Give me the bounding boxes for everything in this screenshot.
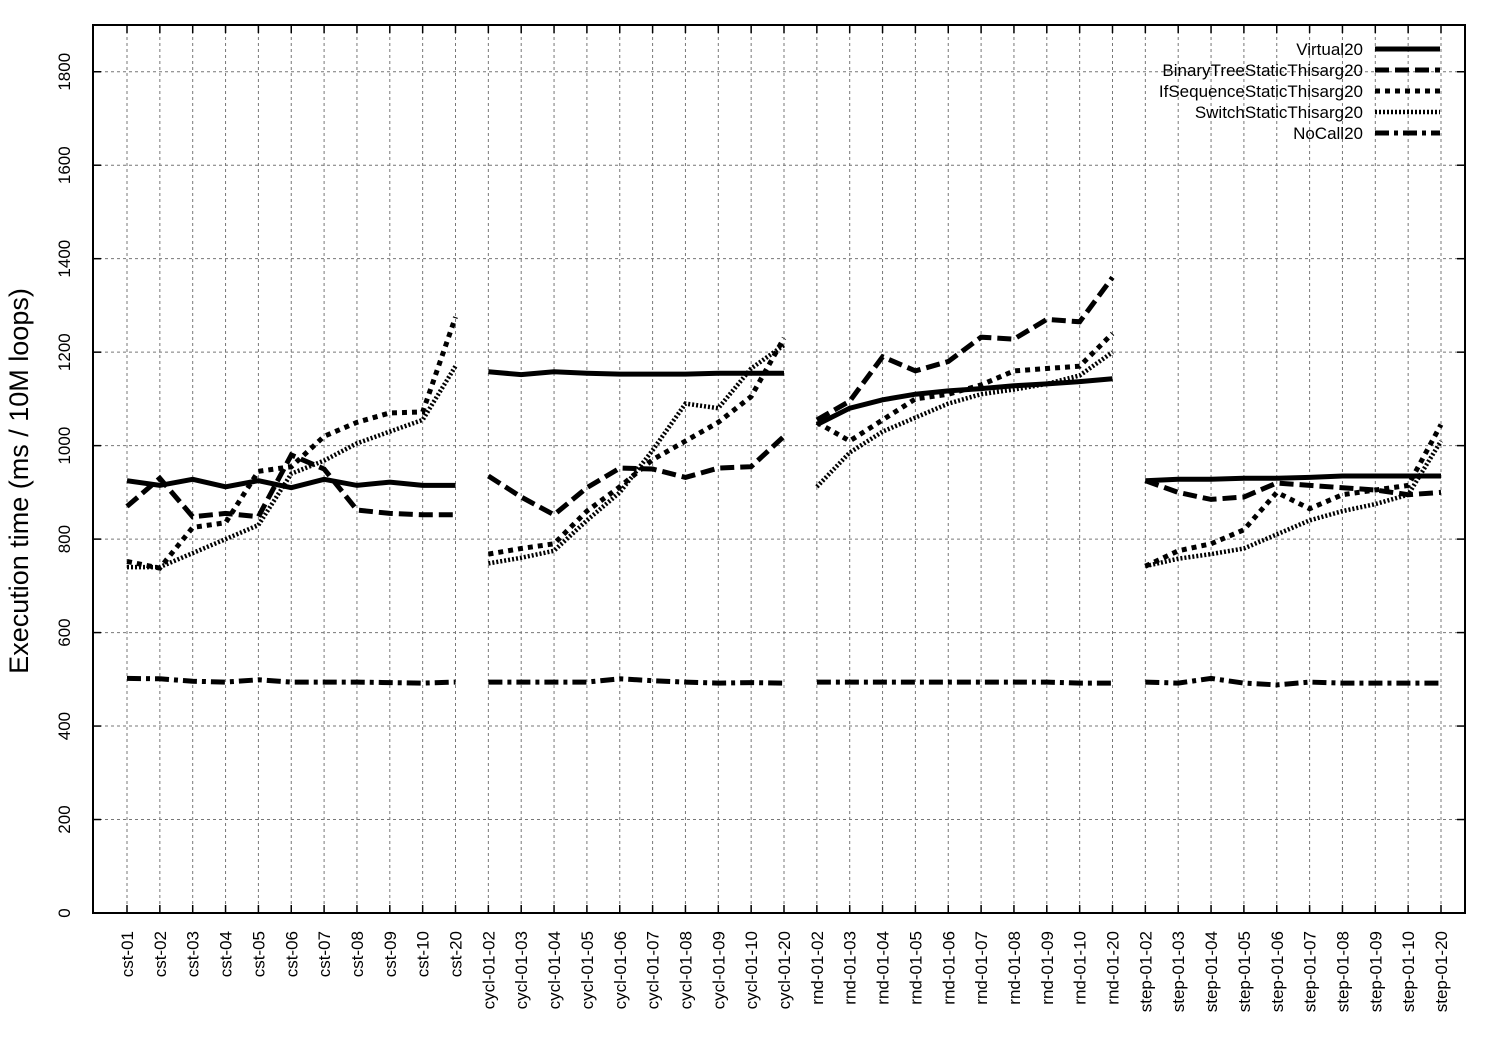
x-tick-label: step-01-10: [1399, 931, 1418, 1012]
legend-label: Virtual20: [1296, 40, 1363, 59]
series-line-segment: [126, 675, 456, 686]
legend-label: IfSequenceStaticThisarg20: [1159, 82, 1363, 101]
series-line-segment: [1144, 423, 1444, 569]
x-tick-label: step-01-04: [1202, 931, 1221, 1012]
x-tick-label: cycl-01-02: [479, 931, 498, 1009]
legend-item: Virtual20: [1296, 40, 1440, 59]
series-line-segment: [815, 376, 1113, 427]
x-tick-label: cycl-01-20: [775, 931, 794, 1009]
legend-label: BinaryTreeStaticThisarg20: [1162, 61, 1363, 80]
series-NoCall20: [126, 675, 1441, 688]
y-tick-label: 1200: [55, 333, 74, 371]
x-tick-label: step-01-07: [1301, 931, 1320, 1012]
x-tick-label: rnd-01-20: [1104, 931, 1123, 1005]
x-tick-label: cst-02: [151, 931, 170, 977]
x-tick-label: cst-06: [282, 931, 301, 977]
series-line-segment: [1145, 473, 1441, 484]
x-tick-label: cst-03: [184, 931, 203, 977]
series-layer: [125, 275, 1444, 688]
y-tick-label: 400: [55, 712, 74, 740]
legend-item: SwitchStaticThisarg20: [1195, 103, 1440, 122]
series-line-segment: [1144, 478, 1442, 502]
x-tick-label: cst-07: [315, 931, 334, 977]
series-line-segment: [816, 679, 1113, 686]
tick-layer: cst-01 cst-02 cst-03 cst-04 cst-05 cst-06 cst-…: [55, 25, 1465, 1012]
y-tick-label: 1400: [55, 240, 74, 278]
x-tick-label: cycl-01-07: [644, 931, 663, 1009]
series-line-segment: [1145, 675, 1441, 688]
x-tick-label: cst-01: [118, 931, 137, 977]
x-tick-label: step-01-06: [1268, 931, 1287, 1012]
x-tick-label: step-01-02: [1136, 931, 1155, 1012]
x-tick-label: step-01-09: [1366, 931, 1385, 1012]
series-line-segment: [815, 350, 1114, 489]
legend-item: BinaryTreeStaticThisarg20: [1162, 61, 1440, 80]
grid-layer: [93, 25, 1465, 913]
series-line-segment: [815, 275, 1115, 423]
x-tick-label: cst-09: [381, 931, 400, 977]
x-tick-label: rnd-01-05: [906, 931, 925, 1005]
series-Virtual20: [126, 369, 1441, 491]
series-line-segment: [488, 676, 785, 686]
legend: Virtual20 BinaryTreeStaticThisarg20 IfSequ…: [1159, 40, 1440, 143]
x-tick-label: cst-08: [348, 931, 367, 977]
x-tick-label: cst-20: [447, 931, 466, 977]
x-tick-label: cycl-01-08: [676, 931, 695, 1009]
x-tick-label: cst-04: [217, 931, 236, 977]
x-tick-label: cycl-01-04: [545, 931, 564, 1009]
y-tick-label: 0: [55, 908, 74, 917]
series-line-segment: [125, 451, 456, 520]
y-tick-label: 1000: [55, 427, 74, 465]
series-BinaryTreeStaticThisarg20: [125, 275, 1442, 520]
series-line-segment: [126, 316, 458, 571]
x-tick-label: rnd-01-02: [808, 931, 827, 1005]
legend-label: NoCall20: [1293, 124, 1363, 143]
x-tick-label: cycl-01-09: [709, 931, 728, 1009]
series-line-segment: [488, 343, 786, 566]
series-line-segment: [127, 365, 458, 570]
x-tick-label: step-01-05: [1235, 931, 1254, 1012]
series-line-segment: [126, 476, 456, 491]
y-axis-label: Execution time (ms / 10M loops): [4, 288, 34, 674]
x-tick-label: step-01-20: [1432, 931, 1451, 1012]
x-tick-label: rnd-01-07: [972, 931, 991, 1005]
x-tick-label: cycl-01-10: [742, 931, 761, 1009]
series-line-segment: [487, 434, 786, 518]
x-tick-label: rnd-01-06: [939, 931, 958, 1005]
x-tick-label: rnd-01-03: [841, 931, 860, 1005]
y-tick-label: 800: [55, 525, 74, 553]
series-line-segment: [487, 336, 787, 557]
series-IfSequenceStaticThisarg20: [126, 316, 1444, 571]
series-SwitchStaticThisarg20: [127, 343, 1443, 570]
legend-item: NoCall20: [1293, 124, 1440, 143]
y-tick-label: 1800: [55, 53, 74, 91]
legend-label: SwitchStaticThisarg20: [1195, 103, 1363, 122]
x-tick-label: cst-10: [414, 931, 433, 977]
series-line-segment: [1144, 439, 1443, 569]
x-tick-label: cycl-01-03: [512, 931, 531, 1009]
legend-item: IfSequenceStaticThisarg20: [1159, 82, 1440, 101]
x-tick-label: cycl-01-06: [611, 931, 630, 1009]
x-tick-label: cycl-01-05: [578, 931, 597, 1009]
x-tick-label: step-01-03: [1169, 931, 1188, 1012]
y-tick-label: 600: [55, 618, 74, 646]
series-line-segment: [488, 369, 784, 378]
x-tick-label: cst-05: [249, 931, 268, 977]
x-tick-label: rnd-01-04: [874, 931, 893, 1005]
x-tick-label: step-01-08: [1333, 931, 1352, 1012]
plot-frame: [92, 24, 1466, 914]
y-tick-label: 1600: [55, 146, 74, 184]
x-tick-label: rnd-01-08: [1005, 931, 1024, 1005]
x-tick-label: rnd-01-10: [1071, 931, 1090, 1005]
y-tick-label: 200: [55, 805, 74, 833]
x-tick-label: rnd-01-09: [1038, 931, 1057, 1005]
